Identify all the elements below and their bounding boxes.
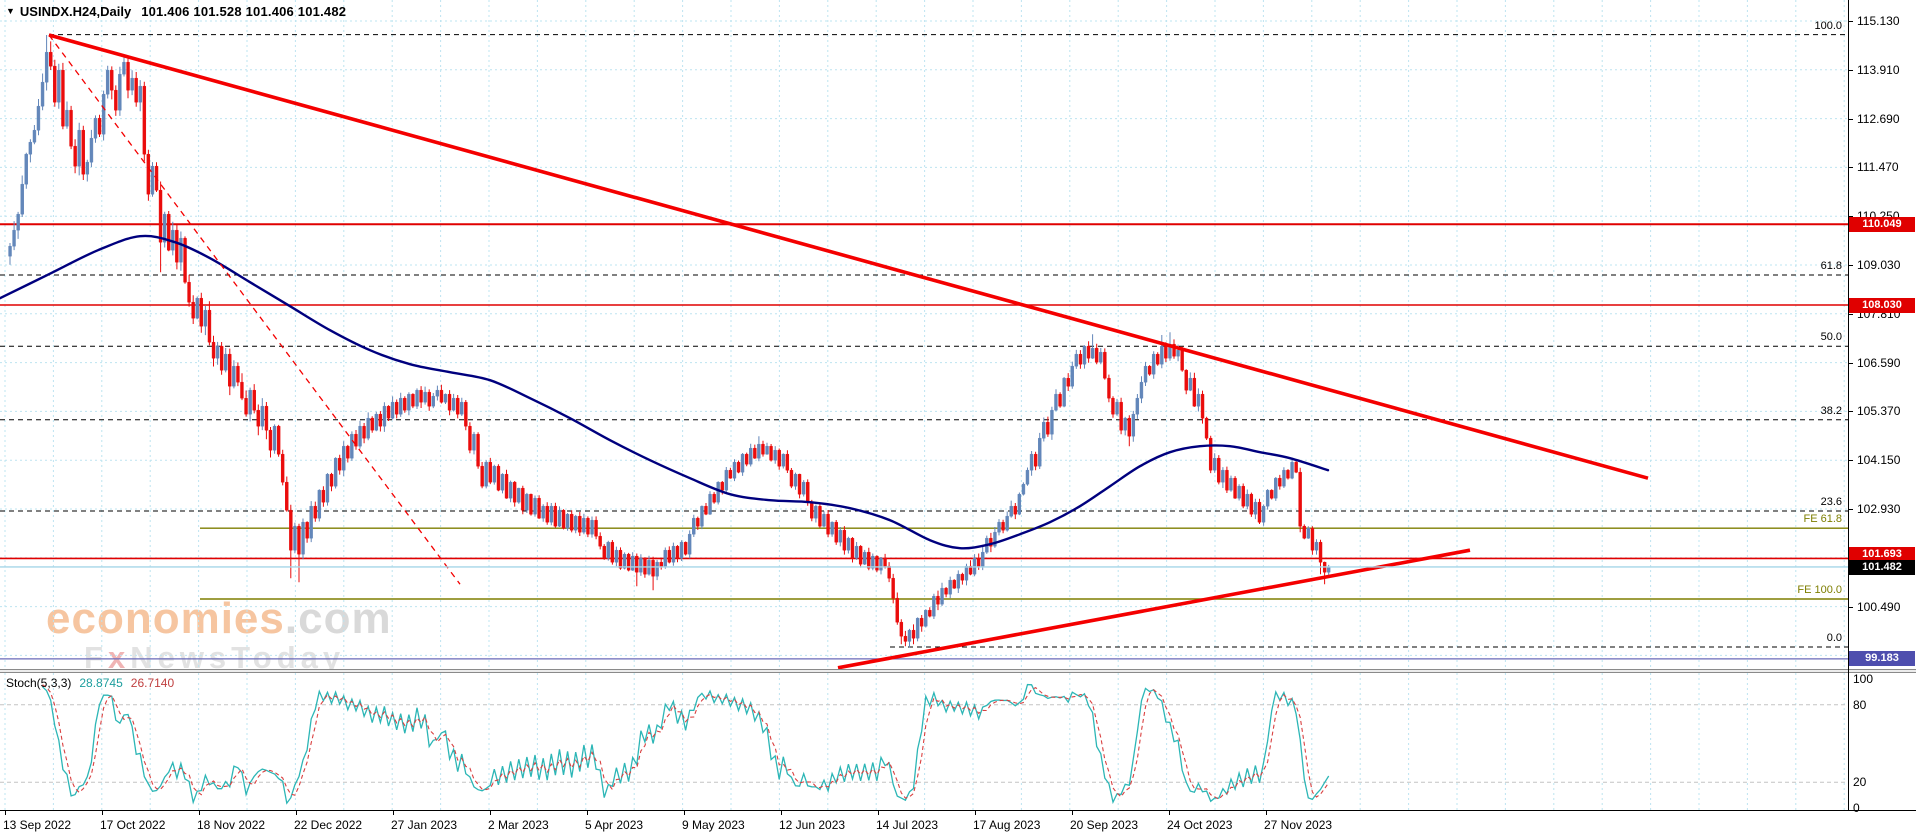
price-tick-label: 105.370: [1857, 404, 1901, 419]
date-label: 17 Oct 2022: [100, 818, 166, 832]
date-tick-mark: [1266, 811, 1267, 815]
date-label: 13 Sep 2022: [3, 818, 72, 832]
stochastic-main-value: 28.8745: [79, 676, 123, 690]
symbol-dropdown-icon[interactable]: ▼: [6, 6, 15, 16]
price-tick-mark: [1848, 21, 1853, 22]
price-tick-label: 115.130: [1857, 14, 1900, 28]
price-tick-label: 104.150: [1857, 453, 1901, 468]
price-badge-110.049: 110.049: [1849, 216, 1915, 232]
inner-dashed-trendline[interactable]: [48, 34, 461, 585]
candles-bearish: [49, 41, 1327, 647]
date-label: 24 Oct 2023: [1167, 818, 1233, 832]
price-tick-label: 109.030: [1857, 258, 1901, 272]
fib-level-label-38.2: 38.2: [1820, 404, 1842, 417]
date-tick-mark: [781, 811, 782, 815]
time-axis-border: [0, 810, 1916, 811]
stochastic-canvas[interactable]: [0, 673, 1848, 810]
date-label: 2 Mar 2023: [488, 818, 549, 832]
stoch-main-line: [42, 683, 1330, 805]
date-tick-mark: [296, 811, 297, 815]
fe-level-label: FE 100.0: [1797, 584, 1842, 596]
date-tick-mark: [490, 811, 491, 815]
stoch-scale-label: 20: [1853, 775, 1867, 790]
fib-level-label-50.0: 50.0: [1820, 331, 1842, 344]
price-tick-mark: [1848, 607, 1853, 608]
price-tick-label: 111.470: [1857, 160, 1899, 175]
date-label: 5 Apr 2023: [585, 818, 644, 832]
moving-average-line: [0, 234, 1330, 550]
fib-level-label-0.0: 0.0: [1826, 632, 1842, 644]
grid-lines: [0, 0, 1848, 669]
price-tick-mark: [1848, 314, 1853, 315]
price-tick-mark: [1848, 70, 1853, 71]
date-tick-mark: [684, 811, 685, 815]
date-label: 17 Aug 2023: [973, 818, 1041, 832]
price-tick-label: 113.910: [1857, 62, 1900, 77]
date-label: 18 Nov 2022: [197, 818, 266, 832]
date-label: 9 May 2023: [682, 818, 745, 832]
price-tick-mark: [1848, 460, 1853, 461]
price-tick-mark: [1848, 216, 1853, 217]
fe-level-label: FE 61.8: [1803, 513, 1842, 526]
price-tick-label: 102.930: [1857, 502, 1901, 516]
panel-divider[interactable]: [0, 669, 1916, 673]
stochastic-signal-value: 26.7140: [130, 676, 175, 690]
price-badge-101.482: 101.482: [1849, 560, 1915, 576]
date-label: 20 Sep 2023: [1070, 818, 1139, 832]
date-label: 22 Dec 2022: [294, 818, 363, 832]
price-tick-mark: [1848, 167, 1853, 168]
price-tick-mark: [1848, 411, 1853, 412]
price-badge-108.030: 108.030: [1849, 297, 1915, 313]
stochastic-label: Stoch(5,3,3) 28.8745 26.7140: [6, 676, 174, 690]
price-tick-mark: [1848, 509, 1853, 510]
date-tick-mark: [393, 811, 394, 815]
fib-level-label-100.0: 100.0: [1814, 19, 1842, 32]
date-label: 27 Nov 2023: [1264, 818, 1333, 832]
price-tick-label: 106.590: [1857, 355, 1901, 370]
symbol-name: USINDX.H24,Daily: [19, 4, 132, 19]
stoch-scale-label: 80: [1853, 697, 1867, 712]
price-tick-mark: [1848, 119, 1853, 120]
price-badge-101.693: 101.693: [1849, 547, 1915, 563]
price-tick-mark: [1848, 363, 1853, 364]
price-tick-label: 112.690: [1857, 111, 1900, 126]
date-tick-mark: [102, 811, 103, 815]
date-tick-mark: [878, 811, 879, 815]
price-badge-99.183: 99.183: [1849, 651, 1915, 667]
date-tick-mark: [199, 811, 200, 815]
stoch-signal-line: [42, 684, 1330, 800]
date-label: 12 Jun 2023: [779, 818, 846, 832]
stoch-scale-label: 0: [1853, 801, 1860, 815]
date-label: 14 Jul 2023: [876, 818, 939, 832]
ascending-support[interactable]: [837, 548, 1471, 669]
fibonacci-retracement: [0, 34, 1848, 648]
main-chart-canvas[interactable]: [0, 0, 1848, 669]
stoch-level-lines: [0, 704, 1848, 783]
date-tick-mark: [1072, 811, 1073, 815]
stochastic-name: Stoch(5,3,3): [6, 676, 72, 690]
price-tick-mark: [1848, 265, 1853, 266]
trendlines: [48, 33, 1649, 669]
date-tick-mark: [587, 811, 588, 815]
date-tick-mark: [5, 811, 6, 815]
descending-resistance[interactable]: [48, 33, 1649, 480]
fibonacci-expansion: [200, 527, 1848, 600]
ohlc-values: 101.406 101.528 101.406 101.482: [141, 4, 347, 19]
chart-title: ▼ USINDX.H24,Daily 101.406 101.528 101.406…: [6, 4, 346, 19]
horizontal-levels: [0, 223, 1848, 660]
fib-level-label-61.8: 61.8: [1820, 260, 1842, 272]
price-tick-label: 100.490: [1857, 599, 1901, 614]
date-tick-mark: [1169, 811, 1170, 815]
fib-level-label-23.6: 23.6: [1820, 496, 1842, 508]
price-axis-border: [1848, 0, 1849, 810]
date-tick-mark: [975, 811, 976, 815]
date-label: 27 Jan 2023: [391, 818, 458, 832]
stoch-grid: [4, 673, 1845, 810]
stoch-scale-label: 100: [1853, 672, 1874, 686]
